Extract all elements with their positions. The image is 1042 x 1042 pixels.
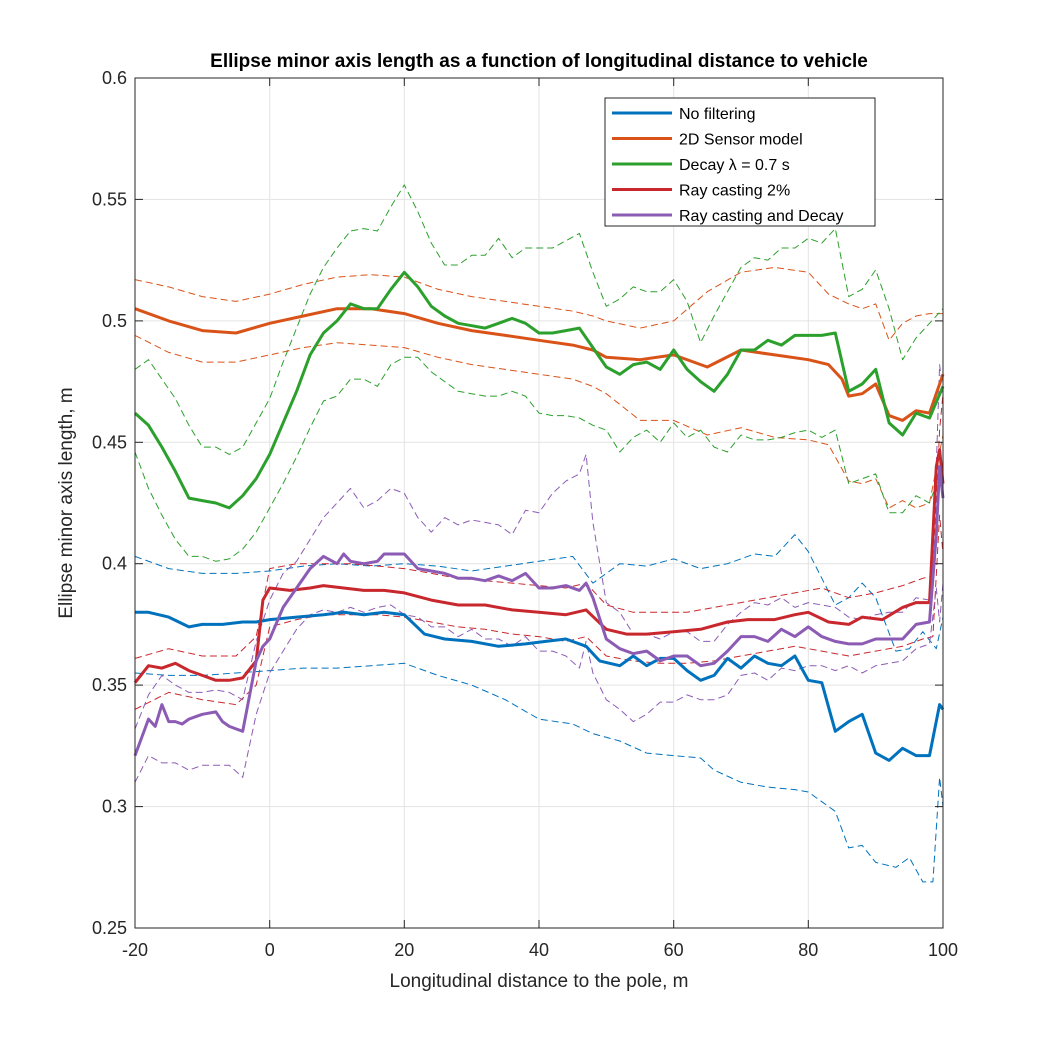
series-line-2d-sensor-model [134, 307, 945, 422]
x-axis-label: Longitudinal distance to the pole, m [390, 971, 689, 992]
series-line-ray-casting-2 [133, 448, 945, 684]
x-tick-label: 0 [265, 940, 275, 960]
legend-label: Ray casting 2% [679, 183, 790, 200]
y-axis-label: Ellipse minor axis length, m [56, 387, 77, 618]
y-tick-label: 0.45 [92, 432, 127, 452]
legend: No filtering 2D Sensor model Decay λ = 0.7… [604, 97, 876, 227]
band-line-ray-casting-2-upper-band [134, 393, 944, 659]
x-tick-label: 80 [798, 940, 818, 960]
legend-label: Decay λ = 0.7 s [679, 157, 790, 174]
y-tick-label: 0.6 [102, 68, 127, 88]
band-line-2d-sensor-model-lower-band [134, 334, 944, 509]
y-tick-label: 0.55 [92, 189, 127, 209]
x-tick-label: 100 [928, 940, 958, 960]
x-tick-label: 20 [394, 940, 414, 960]
x-tick-label: -20 [122, 940, 148, 960]
legend-box [604, 97, 876, 227]
band-line-no-filtering-lower-band [134, 662, 944, 883]
band-line-ray-casting-and-decay-upper-band [134, 364, 944, 730]
band-line-decay-0-7-s-lower-band [134, 356, 944, 562]
axis-ticks: -20 0 20 40 60 80 100 0.25 0.3 0.35 0.4 0.45 0.5 0.55… [92, 68, 958, 960]
legend-label: Ray casting and Decay [679, 208, 844, 225]
legend-label: No filtering [679, 106, 755, 123]
y-tick-label: 0.4 [102, 554, 127, 574]
y-tick-label: 0.35 [92, 675, 127, 695]
series-line-ray-casting-and-decay [133, 465, 945, 757]
series-line-decay-0-7-s [133, 270, 945, 510]
y-tick-label: 0.5 [102, 311, 127, 331]
band-line-2d-sensor-model-upper-band [134, 266, 943, 341]
band-line-decay-0-7-s-upper-band [134, 184, 944, 455]
legend-label: 2D Sensor model [679, 132, 803, 149]
x-tick-label: 60 [664, 940, 684, 960]
band-line-ray-casting-and-decay-lower-band [134, 583, 944, 783]
series-line-no-filtering [135, 610, 945, 762]
series-layer [133, 184, 945, 883]
y-tick-label: 0.25 [92, 918, 127, 938]
y-tick-label: 0.3 [102, 797, 127, 817]
chart-title: Ellipse minor axis length as a function … [210, 51, 868, 72]
x-tick-label: 40 [529, 940, 549, 960]
